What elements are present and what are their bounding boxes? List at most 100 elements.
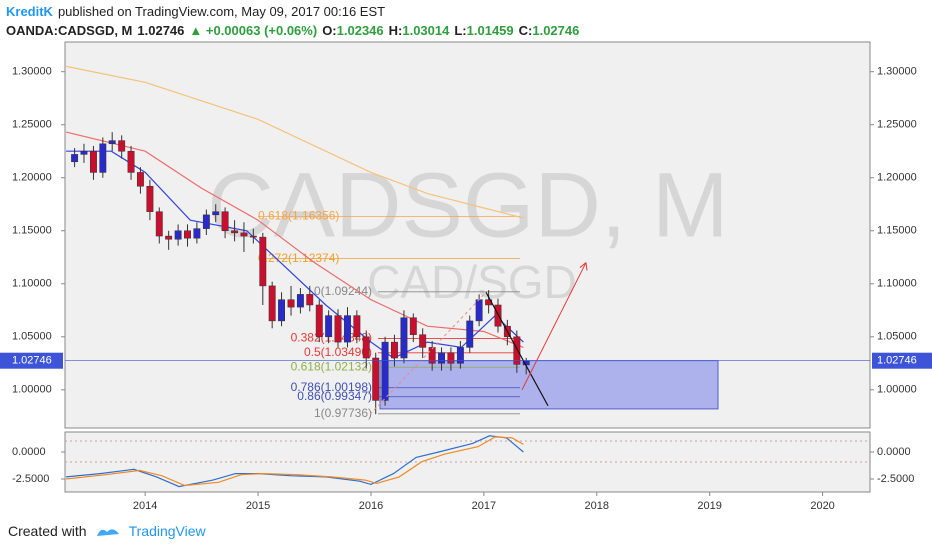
candle-body xyxy=(80,150,88,155)
candle-body xyxy=(268,285,276,322)
candle-body xyxy=(447,352,455,364)
candle-body xyxy=(71,154,79,163)
ohlc-value: 1.02746 xyxy=(532,23,580,38)
candle-body xyxy=(325,315,333,338)
price-tag-label: 1.02746 xyxy=(877,355,917,367)
candle-body xyxy=(344,315,351,343)
candle-body xyxy=(513,336,521,365)
candle-body xyxy=(296,294,304,308)
symbol: OANDA:CADSGD, M xyxy=(6,23,133,38)
ohlc-key: C: xyxy=(518,23,533,38)
x-tick-label: 2018 xyxy=(585,500,609,512)
candle-body xyxy=(306,294,314,306)
ohlc-item: C:1.02746 xyxy=(519,21,580,40)
y-tick-label: 1.25000 xyxy=(12,119,52,131)
y-tick-label: 1.10000 xyxy=(12,278,52,290)
oscillator-line xyxy=(66,436,524,487)
candle-body xyxy=(287,299,295,308)
candle-body xyxy=(278,299,285,322)
y-tick-label: 1.15000 xyxy=(12,225,52,237)
fib-label: 0.618(1.16356) xyxy=(258,209,339,223)
candle-body xyxy=(90,150,97,173)
candle-body xyxy=(221,211,229,232)
arrow-head xyxy=(579,262,588,271)
ohlc-key: L: xyxy=(454,23,467,38)
header-row: KreditK published on TradingView.com, Ma… xyxy=(6,2,579,21)
candle-body xyxy=(99,143,107,173)
y-tick-label: 1.15000 xyxy=(877,225,917,237)
header: KreditK published on TradingView.com, Ma… xyxy=(6,2,579,40)
fib-anchor xyxy=(369,291,487,415)
moving-average xyxy=(65,65,524,219)
watermark-sub: CAD/SGD xyxy=(367,256,577,308)
candle-body xyxy=(249,235,257,238)
ohlc-item: O:1.02346 xyxy=(322,21,383,40)
candle-body xyxy=(193,228,201,239)
logo xyxy=(96,529,119,536)
candle-body xyxy=(127,150,135,173)
y-tick-label: 1.30000 xyxy=(877,66,917,78)
x-tick-label: 2019 xyxy=(697,500,721,512)
price-tag xyxy=(872,352,932,369)
candle-body xyxy=(409,317,417,335)
candle-body xyxy=(475,299,483,322)
candle-body xyxy=(494,304,502,327)
footer: Created with TradingView xyxy=(8,523,206,539)
candle-body xyxy=(118,140,126,152)
publish-info: published on TradingView.com, May 09, 20… xyxy=(57,4,386,19)
author[interactable]: KreditK xyxy=(6,4,53,19)
candle-body xyxy=(391,341,398,359)
candle-body xyxy=(136,172,144,187)
candle-body xyxy=(438,352,445,364)
candle-body xyxy=(381,341,389,401)
brand[interactable]: TradingView xyxy=(128,523,206,539)
candle-body xyxy=(212,211,220,216)
candle-body xyxy=(353,315,361,338)
fib-label: 1(0.97736) xyxy=(314,406,372,420)
y-tick-label: 1.20000 xyxy=(877,172,917,184)
fib-label: 0.5(1.03490) xyxy=(304,345,372,359)
candle-body xyxy=(334,315,342,343)
ohlc-key: H: xyxy=(388,23,403,38)
ohlc-item: H:1.03014 xyxy=(389,21,450,40)
candle-body xyxy=(108,140,116,145)
fib-label: 0.86(0.99347) xyxy=(297,389,372,403)
candle-body xyxy=(155,211,163,237)
fib-label: 0.786(1.00198) xyxy=(291,380,372,394)
footer-text: Created with xyxy=(8,523,87,539)
fib-label: 0.382(1.04848) xyxy=(291,331,372,345)
candle-body xyxy=(315,304,323,338)
candle-body xyxy=(466,320,474,348)
fib-label: 0.618(1.02132) xyxy=(291,359,372,373)
candle-body xyxy=(456,347,464,364)
ohlc-value: 1.02346 xyxy=(336,23,384,38)
y-tick-label: 1.20000 xyxy=(12,172,52,184)
x-tick-label: 2016 xyxy=(359,500,383,512)
y-tick-label: 1.05000 xyxy=(877,331,917,343)
x-tick-label: 2014 xyxy=(133,500,157,512)
y-tick-label: -2.5000 xyxy=(877,473,914,485)
ohlc-item: L:1.01459 xyxy=(454,21,513,40)
ohlc-value: 1.01459 xyxy=(466,23,514,38)
ohlc-key: O: xyxy=(322,23,337,38)
fib-label: 0(1.09244) xyxy=(314,284,372,298)
candle-body xyxy=(146,185,154,212)
candle-body xyxy=(362,336,370,359)
candle-body xyxy=(184,230,191,239)
y-tick-label: 1.05000 xyxy=(12,331,52,343)
price-tag xyxy=(0,352,63,369)
x-tick-label: 2017 xyxy=(472,500,496,512)
watermark: CADSGD, M xyxy=(207,154,728,256)
y-tick-label: -2.5000 xyxy=(12,473,49,485)
y-tick-label: 0.0000 xyxy=(877,446,911,458)
candle-body xyxy=(259,236,267,287)
price-change: ▲ +0.00063 (+0.06%) xyxy=(189,23,318,38)
symbol-row: OANDA:CADSGD, M 1.02746 ▲ +0.00063 (+0.0… xyxy=(6,21,579,40)
projection-arrow xyxy=(521,262,587,391)
candle-body xyxy=(202,214,210,229)
y-tick-label: 1.00000 xyxy=(877,384,917,396)
candle-body xyxy=(428,347,436,364)
y-tick-label: 1.30000 xyxy=(12,66,52,78)
